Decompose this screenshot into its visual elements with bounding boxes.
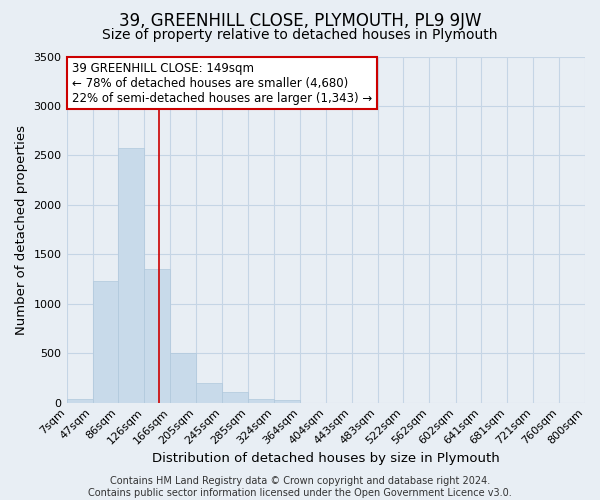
Bar	[274, 400, 300, 402]
Bar	[67, 398, 92, 402]
Bar	[118, 148, 145, 402]
Bar	[196, 384, 222, 402]
Y-axis label: Number of detached properties: Number of detached properties	[15, 124, 28, 334]
Text: 39, GREENHILL CLOSE, PLYMOUTH, PL9 9JW: 39, GREENHILL CLOSE, PLYMOUTH, PL9 9JW	[119, 12, 481, 30]
Bar	[248, 398, 274, 402]
Bar	[92, 281, 118, 402]
Text: Size of property relative to detached houses in Plymouth: Size of property relative to detached ho…	[102, 28, 498, 42]
Text: Contains HM Land Registry data © Crown copyright and database right 2024.
Contai: Contains HM Land Registry data © Crown c…	[88, 476, 512, 498]
Bar	[145, 269, 170, 402]
Bar	[222, 392, 248, 402]
Text: 39 GREENHILL CLOSE: 149sqm
← 78% of detached houses are smaller (4,680)
22% of s: 39 GREENHILL CLOSE: 149sqm ← 78% of deta…	[72, 62, 372, 104]
X-axis label: Distribution of detached houses by size in Plymouth: Distribution of detached houses by size …	[152, 452, 500, 465]
Bar	[170, 353, 196, 403]
